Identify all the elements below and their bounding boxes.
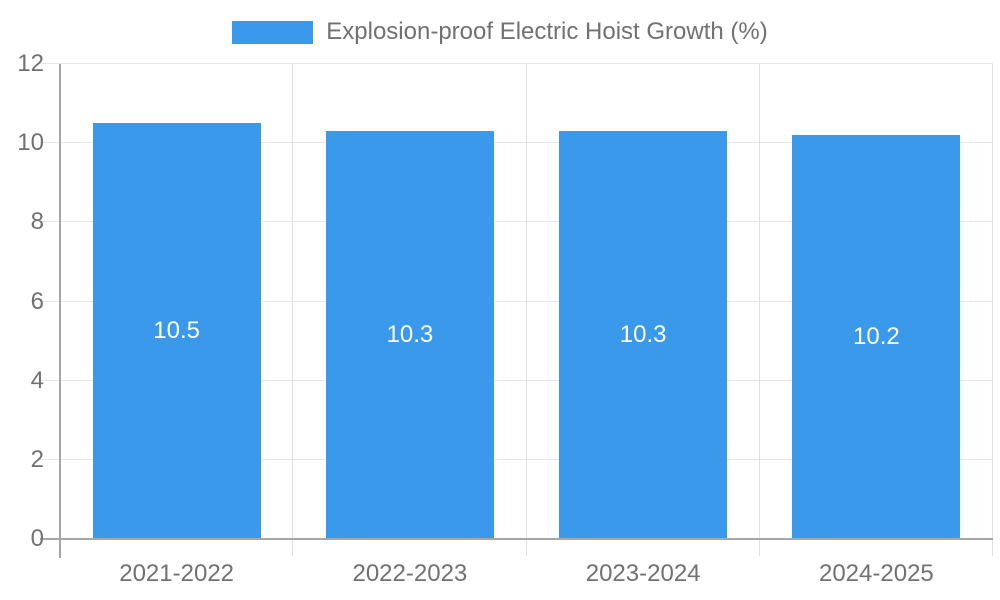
y-axis-tick bbox=[40, 142, 60, 144]
plot-area: 0 2 4 6 8 10 12 10.5 10.3 10.3 10.2 2021-2022 2022-2… bbox=[17, 50, 993, 587]
y-tick-label: 6 bbox=[30, 287, 44, 315]
chart-legend: Explosion-proof Electric Hoist Growth (%… bbox=[0, 10, 1000, 54]
y-axis-tick bbox=[40, 379, 60, 381]
y-axis-tick bbox=[40, 300, 60, 302]
bar: 10.2 bbox=[792, 135, 961, 539]
category-separator bbox=[292, 64, 294, 556]
y-tick-label: 8 bbox=[30, 208, 44, 236]
category-separator bbox=[525, 64, 527, 556]
bar-value-label: 10.2 bbox=[853, 323, 900, 351]
x-axis-baseline bbox=[60, 538, 993, 540]
y-axis-line bbox=[59, 64, 61, 558]
category-separator bbox=[758, 64, 760, 556]
y-axis-tick bbox=[40, 63, 60, 64]
y-tick-label: 4 bbox=[30, 366, 44, 394]
gridline bbox=[60, 458, 993, 460]
x-tick-label: 2022-2023 bbox=[352, 560, 468, 587]
x-tick-label: 2023-2024 bbox=[585, 560, 701, 587]
gridline bbox=[60, 300, 993, 302]
bar-value-label: 10.5 bbox=[153, 317, 200, 345]
category-separator bbox=[992, 64, 993, 556]
gridline bbox=[60, 221, 993, 223]
bar: 10.5 bbox=[92, 123, 261, 539]
bar-value-label: 10.3 bbox=[386, 321, 434, 349]
y-axis-tick bbox=[40, 221, 60, 223]
y-tick-label: 2 bbox=[30, 445, 44, 473]
gridline bbox=[60, 379, 993, 381]
bar-value-label: 10.3 bbox=[619, 321, 667, 349]
y-axis-tick bbox=[40, 538, 60, 540]
y-axis-tick bbox=[40, 458, 60, 460]
gridline bbox=[60, 142, 993, 144]
bar: 10.3 bbox=[559, 131, 728, 539]
x-tick-label: 2021-2022 bbox=[119, 560, 235, 587]
gridline bbox=[60, 63, 993, 64]
y-tick-label: 0 bbox=[30, 525, 44, 552]
y-tick-label: 10 bbox=[17, 129, 44, 157]
legend-swatch bbox=[232, 20, 314, 44]
y-tick-label: 12 bbox=[17, 50, 44, 77]
bar: 10.3 bbox=[325, 131, 494, 539]
x-tick-label: 2024-2025 bbox=[818, 560, 934, 587]
legend-label: Explosion-proof Electric Hoist Growth (%… bbox=[326, 18, 768, 45]
